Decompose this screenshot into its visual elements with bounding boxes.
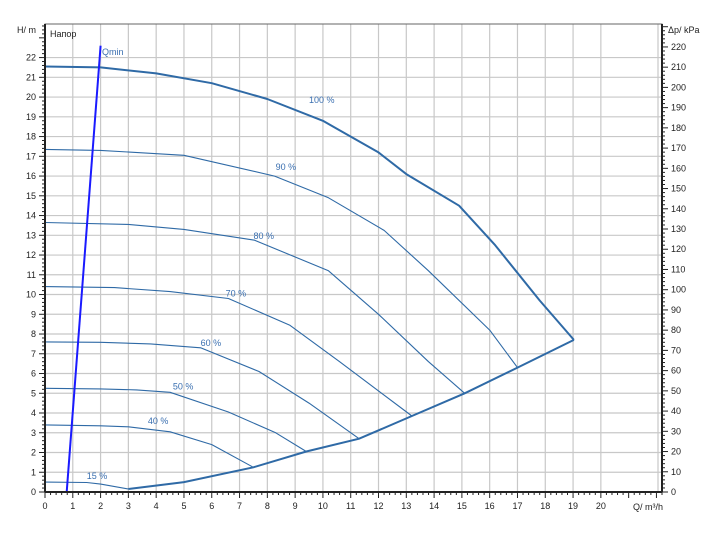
y-tick-label: 17: [26, 151, 36, 161]
y2-tick-label: 220: [671, 42, 686, 52]
speed-curve-label: 40 %: [148, 416, 169, 426]
y-tick-label: 9: [31, 309, 36, 319]
x-tick-label: 16: [485, 501, 495, 511]
x-tick-label: 6: [209, 501, 214, 511]
y2-tick-label: 70: [671, 345, 681, 355]
y2-tick-label: 0: [671, 487, 676, 497]
speed-curve-label: 90 %: [276, 162, 297, 172]
y2-tick-label: 40: [671, 406, 681, 416]
y2-tick-label: 170: [671, 143, 686, 153]
chart-title: Напор: [50, 29, 76, 39]
y2-tick-label: 10: [671, 467, 681, 477]
y-tick-label: 5: [31, 388, 36, 398]
y-tick-label: 0: [31, 487, 36, 497]
y-tick-label: 1: [31, 467, 36, 477]
y-tick-label: 10: [26, 290, 36, 300]
qmin-label: Qmin: [102, 47, 124, 57]
y-tick-label: 2: [31, 448, 36, 458]
y2-tick-label: 150: [671, 184, 686, 194]
y-tick-label: 21: [26, 72, 36, 82]
y-tick-label: 22: [26, 53, 36, 63]
x-tick-label: 18: [540, 501, 550, 511]
x-tick-label: 9: [293, 501, 298, 511]
speed-curve-label: 60 %: [201, 338, 222, 348]
x-tick-label: 10: [318, 501, 328, 511]
speed-curve-90: [44, 148, 518, 368]
x-tick-label: 2: [98, 501, 103, 511]
y-axis-label: H/ m: [17, 25, 36, 35]
x-tick-label: 7: [237, 501, 242, 511]
y-tick-label: 15: [26, 191, 36, 201]
speed-curve-label: 100 %: [309, 95, 335, 105]
speed-curve-40: [44, 424, 254, 468]
y2-tick-label: 60: [671, 366, 681, 376]
speed-curve-60: [44, 341, 360, 440]
y2-tick-label: 50: [671, 386, 681, 396]
x-tick-label: 11: [346, 501, 355, 511]
y2-tick-label: 110: [671, 264, 685, 274]
speed-curve-70: [44, 286, 413, 417]
speed-curve-50: [44, 387, 307, 452]
x-tick-label: 8: [265, 501, 270, 511]
y2-axis-label: Δp/ kPa: [668, 25, 700, 35]
y2-tick-label: 190: [671, 103, 686, 113]
x-tick-label: 4: [154, 501, 159, 511]
y-tick-label: 20: [26, 92, 36, 102]
y2-tick-label: 30: [671, 426, 681, 436]
x-tick-label: 17: [512, 501, 522, 511]
y-tick-label: 12: [26, 250, 36, 260]
y2-tick-label: 140: [671, 204, 686, 214]
speed-curve-15: [44, 481, 129, 490]
y2-tick-label: 210: [671, 62, 686, 72]
plot-frame: [44, 23, 663, 493]
speed-curve-label: 80 %: [253, 231, 274, 241]
curves: 100 % 90 % 80 % 70 % 60 % 50 % 40 % 15 %: [44, 45, 575, 493]
y-tick-label: 18: [26, 132, 36, 142]
y-tick-label: 3: [31, 428, 36, 438]
y2-tick-label: 160: [671, 163, 686, 173]
axes: 0123456789101112131415161718192021220102…: [26, 23, 686, 511]
y2-tick-label: 80: [671, 325, 681, 335]
y2-tick-label: 180: [671, 123, 686, 133]
y2-tick-label: 130: [671, 224, 686, 234]
y-tick-label: 13: [26, 230, 36, 240]
x-axis-label: Q/ m³/h: [633, 502, 663, 512]
x-tick-label: 1: [70, 501, 75, 511]
y-tick-label: 6: [31, 369, 36, 379]
x-tick-label: 5: [181, 501, 186, 511]
x-tick-label: 15: [457, 501, 467, 511]
y2-tick-label: 200: [671, 82, 686, 92]
y-tick-label: 14: [26, 211, 36, 221]
y2-tick-label: 100: [671, 285, 686, 295]
system-curve: [128, 339, 575, 490]
y-tick-label: 16: [26, 171, 36, 181]
x-tick-label: 12: [374, 501, 384, 511]
x-tick-label: 20: [596, 501, 606, 511]
y-tick-label: 7: [31, 349, 36, 359]
x-tick-label: 13: [401, 501, 411, 511]
y2-tick-label: 20: [671, 447, 681, 457]
speed-curve-100: [44, 65, 575, 341]
y-tick-label: 11: [27, 270, 36, 280]
speed-curve-80: [44, 221, 466, 394]
speed-curve-label: 15 %: [87, 471, 108, 481]
x-tick-label: 0: [42, 501, 47, 511]
y2-tick-label: 90: [671, 305, 681, 315]
x-tick-label: 14: [429, 501, 439, 511]
speed-curve-label: 70 %: [226, 289, 247, 299]
qmin-line: [65, 45, 102, 493]
y2-tick-label: 120: [671, 244, 686, 254]
speed-curve-label: 50 %: [173, 381, 194, 391]
grid: [45, 24, 662, 492]
y-tick-label: 8: [31, 329, 36, 339]
x-tick-label: 3: [126, 501, 131, 511]
y-tick-label: 4: [31, 408, 36, 418]
x-tick-label: 19: [568, 501, 578, 511]
y-tick-label: 19: [26, 112, 36, 122]
